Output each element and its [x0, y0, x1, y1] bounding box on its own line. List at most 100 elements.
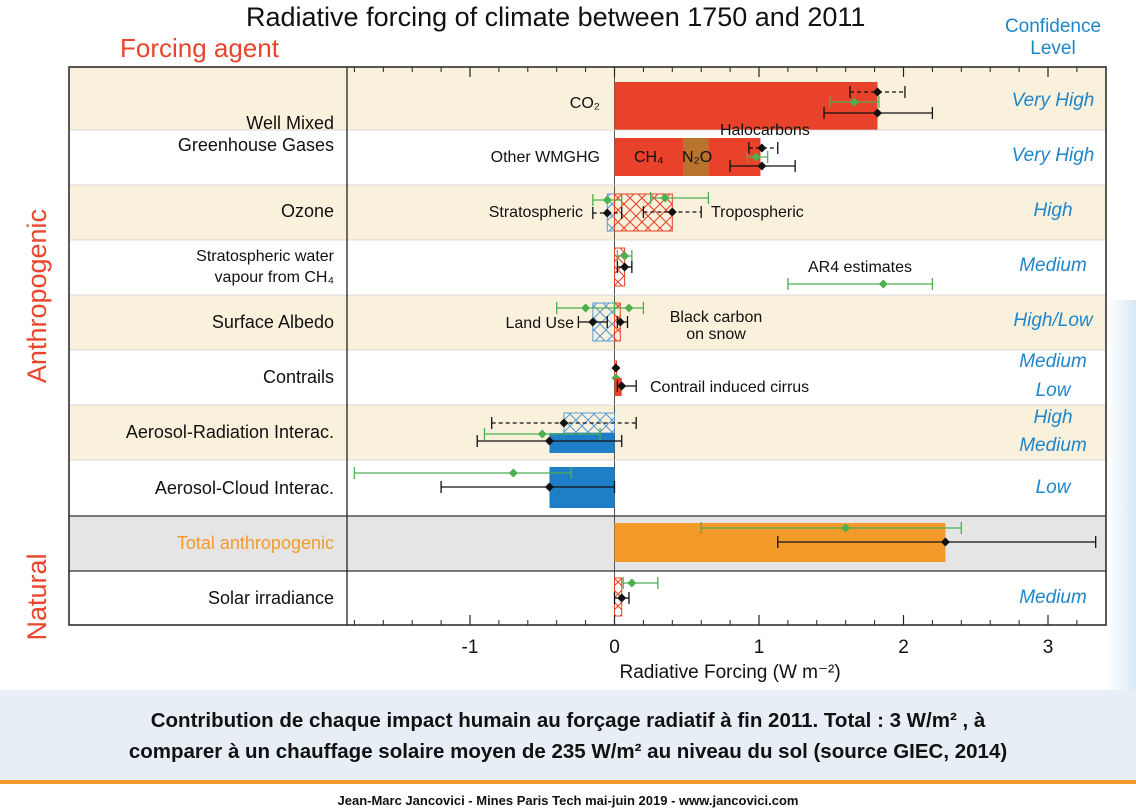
- caption-line-1: Contribution de chaque impact humain au …: [150, 709, 986, 732]
- annotation-ch4: CH₄: [634, 149, 664, 166]
- bar-aerosol-radiation: [549, 433, 615, 453]
- bar-n2o: [683, 138, 709, 176]
- row-band-1: [69, 185, 1106, 240]
- point-other-wmghg-dashed: [757, 143, 767, 153]
- ar4-legend-point: [878, 279, 888, 289]
- ar4-point-aerosol-radiation: [537, 429, 547, 439]
- confidence-co2: Very High: [1011, 90, 1095, 111]
- point-contrail-cirrus: [617, 381, 627, 391]
- point-aerosol-radiation-dashed: [559, 418, 569, 428]
- tick-label: 2: [898, 637, 909, 658]
- row-label-strat-water-line-2: vapour from CH₄: [214, 269, 334, 286]
- ar4-point-total-anthropogenic: [841, 523, 851, 533]
- confidence-contrails: Medium: [1019, 351, 1087, 372]
- tick-label: 1: [754, 637, 765, 658]
- annotation-tropospheric: Tropospheric: [711, 204, 804, 221]
- row-label-strat-water-line-1: Stratospheric water: [196, 248, 334, 265]
- point-aerosol-cloud: [544, 482, 554, 492]
- point-black-carbon: [615, 317, 625, 327]
- point-solar: [617, 593, 627, 603]
- annotation-black-carbon-2: on snow: [686, 326, 746, 343]
- ar4-point-co2: [849, 97, 859, 107]
- annotation-land-use: Land Use: [506, 315, 575, 332]
- bar-co2: [614, 82, 878, 130]
- confidence-surface-albedo: High/Low: [1013, 310, 1093, 331]
- row-label-wmghg-line-1: Well Mixed: [246, 113, 334, 133]
- annotation-ar4: AR4 estimates: [808, 259, 912, 276]
- row-label-solar-irradiance: Solar irradiance: [207, 588, 334, 608]
- forcing-chart: -1 0 1 2 3 Radiative Forcing (W m⁻²) CO₂ Other …: [68, 66, 1107, 683]
- confidence-aerosol-cloud: Low: [1035, 477, 1071, 498]
- bar-contrail-cirrus: [614, 378, 622, 396]
- annotation-halocarbons: Halocarbons: [720, 122, 810, 139]
- ar4-legend-sample: [787, 278, 934, 290]
- row-label-contrails: Contrails: [262, 367, 334, 387]
- ar4-point-ozone-strat: [602, 195, 612, 205]
- ar4-point-solar: [627, 578, 637, 588]
- caption: Contribution de chaque impact humain au …: [0, 705, 1136, 767]
- confidence-header-line-1: Confidence: [1004, 16, 1102, 37]
- row-label-aerosol-cloud: Aerosol-Cloud Interac.: [154, 478, 334, 498]
- row-label-surface-albedo: Surface Albedo: [211, 312, 334, 332]
- confidence-other-wmghg: Very High: [1011, 145, 1095, 166]
- caption-line-2: comparer à un chauffage solaire moyen de…: [128, 740, 1008, 763]
- point-land-use: [588, 317, 598, 327]
- group-label-anthropogenic: Anthropogenic: [22, 208, 52, 384]
- row-label-total-anthropogenic: Total anthropogenic: [176, 533, 334, 553]
- point-ozone-trop: [667, 207, 677, 217]
- ci-total-anthropogenic: [777, 536, 1097, 548]
- tick-label: 3: [1043, 637, 1054, 658]
- confidence-ozone: High: [1033, 200, 1073, 221]
- caption-background: [0, 690, 1136, 780]
- confidence-header: Confidence Level: [992, 16, 1114, 60]
- row-label-strat-water: Stratospheric water vapour from CH₄: [72, 246, 334, 288]
- annotation-other-wmghg: Other WMGHG: [491, 149, 600, 166]
- row-label-aerosol-radiation: Aerosol-Radiation Interac.: [125, 422, 334, 442]
- annotation-stratospheric: Stratospheric: [489, 204, 583, 221]
- ar4-point-aerosol-cloud: [508, 468, 518, 478]
- annotation-n2o: N₂O: [682, 149, 712, 166]
- ar4-point-ozone-trop: [660, 193, 670, 203]
- row-band-0: [69, 67, 1106, 130]
- tick-label: 0: [609, 637, 620, 658]
- ar4-point-land-use: [581, 303, 591, 313]
- row-label-wmghg-line-2: Greenhouse Gases: [177, 135, 334, 155]
- range-co2: [849, 86, 906, 98]
- point-contrails: [611, 363, 621, 373]
- confidence-header-line-2: Level: [1030, 38, 1076, 59]
- ci-aerosol-cloud: [440, 481, 616, 493]
- confidence-aerosol-radiation-high: High: [1033, 407, 1073, 428]
- point-ozone-strat: [602, 208, 612, 218]
- footer-background: [0, 784, 1136, 812]
- side-glow: [1108, 300, 1136, 690]
- ar4-point-strat-water: [620, 251, 630, 261]
- point-aerosol-radiation: [544, 436, 554, 446]
- point-total-anthropogenic: [940, 537, 950, 547]
- chart-title: Radiative forcing of climate between 175…: [246, 2, 866, 32]
- confidence-contrail-cirrus: Low: [1035, 380, 1071, 401]
- ar4-point-other-wmghg: [751, 152, 761, 162]
- bar-ch4: [614, 138, 684, 176]
- ar4-ozone-trop: [649, 192, 710, 204]
- annotation-black-carbon-1: Black carbon: [670, 309, 763, 326]
- group-label-natural: Natural: [22, 553, 52, 641]
- annotation-co2: CO₂: [570, 95, 600, 112]
- annotation-contrail-cirrus: Contrail induced cirrus: [650, 379, 809, 396]
- confidence-strat-water: Medium: [1019, 255, 1087, 276]
- credit-footer: Jean-Marc Jancovici - Mines Paris Tech m…: [337, 793, 799, 808]
- point-co2-dashed: [872, 87, 882, 97]
- row-label-ozone: Ozone: [280, 201, 334, 221]
- point-co2: [872, 108, 882, 118]
- ar4-aerosol-cloud: [353, 467, 572, 479]
- point-other-wmghg: [757, 161, 767, 171]
- confidence-aerosol-radiation-medium: Medium: [1019, 435, 1087, 456]
- footer-divider: [0, 780, 1136, 784]
- confidence-solar: Medium: [1019, 587, 1087, 608]
- row-label-wmghg: Well Mixed Greenhouse Gases: [72, 112, 334, 156]
- tick-label: -1: [462, 637, 479, 658]
- point-strat-water: [620, 262, 630, 272]
- ar4-point-black-carbon: [624, 303, 634, 313]
- x-axis-label: Radiative Forcing (W m⁻²): [620, 662, 841, 683]
- forcing-agent-header: Forcing agent: [120, 33, 279, 63]
- chart-frame: [68, 66, 1107, 626]
